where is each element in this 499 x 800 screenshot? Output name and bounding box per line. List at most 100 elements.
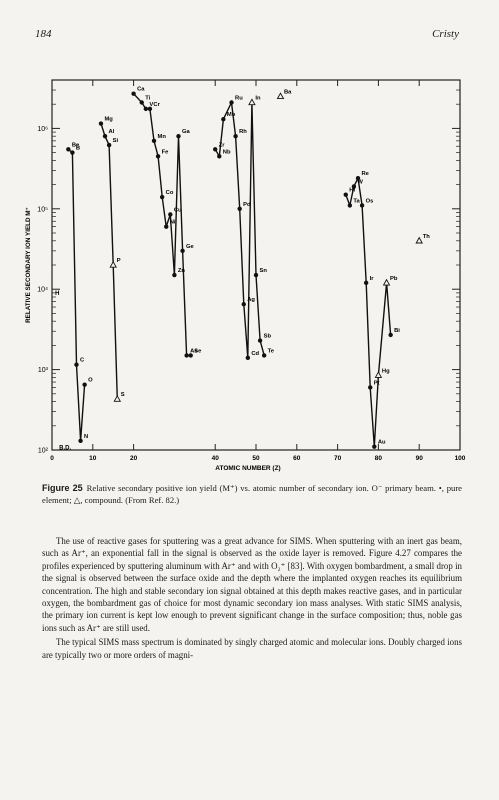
point-label-b: B xyxy=(76,146,80,152)
point-label-mg: Mg xyxy=(104,117,113,123)
point-label-as: As xyxy=(190,348,197,354)
x-tick-label: 90 xyxy=(416,455,424,462)
axis-ticks: 0 10 20 40 50 60 70 80 90 100 10² 10³ 10⁴ 10⁵ 10⁶ xyxy=(37,79,466,462)
point-label-ca: Ca xyxy=(137,87,145,93)
data-point-ti xyxy=(139,100,144,105)
data-point-rh xyxy=(233,133,238,139)
point-label-sb: Sb xyxy=(264,334,272,340)
data-point-al xyxy=(102,133,108,139)
data-point-s xyxy=(113,394,122,402)
point-label-cd: Cd xyxy=(251,351,259,357)
data-point-re xyxy=(355,176,361,181)
point-label-ru: Ru xyxy=(235,95,243,101)
point-label-cu: Cu xyxy=(174,207,182,213)
data-point-in xyxy=(248,98,256,106)
point-label-hf: Hf xyxy=(349,188,355,194)
data-point-co xyxy=(159,194,165,200)
data-point-w xyxy=(351,184,357,189)
x-tick-label: 100 xyxy=(455,455,466,462)
running-head: Cristy xyxy=(432,28,459,40)
data-point-ba xyxy=(276,92,285,100)
data-point-mg xyxy=(98,121,104,126)
point-label-ba: Ba xyxy=(284,89,292,95)
data-point-as xyxy=(184,353,189,358)
data-point-cd xyxy=(245,355,251,361)
data-point-c xyxy=(74,362,79,367)
x-tick-label: 70 xyxy=(334,455,342,462)
data-point-ag xyxy=(241,302,246,307)
point-label-ni: Ni xyxy=(170,220,176,226)
data-point-cr xyxy=(147,106,153,112)
data-point-be xyxy=(66,147,71,152)
point-label-se: Se xyxy=(194,348,202,354)
point-label-co: Co xyxy=(166,190,174,196)
series-line xyxy=(67,148,86,441)
x-tick-label: 20 xyxy=(130,455,138,462)
point-label-th: Th xyxy=(423,234,431,240)
y-axis-label: RELATIVE SECONDARY ION YIELD M⁺ xyxy=(25,207,32,323)
paragraph: The use of reactive gases for sputtering… xyxy=(42,536,462,633)
paragraph: The typical SIMS mass spectrum is domina… xyxy=(42,637,462,660)
annotation-label: H xyxy=(55,291,59,297)
point-label-rh: Rh xyxy=(239,129,247,135)
x-tick-label: 50 xyxy=(252,455,260,462)
y-tick-label: 10⁵ xyxy=(37,206,48,213)
point-label-ag: Ag xyxy=(247,297,255,303)
point-label-hg: Hg xyxy=(382,368,390,374)
point-label-s: S xyxy=(121,392,125,398)
x-tick-label: 10 xyxy=(89,455,97,462)
point-label-nb: Nb xyxy=(223,149,231,155)
point-label-fe: Fe xyxy=(162,149,170,155)
point-label-ge: Ge xyxy=(186,244,195,250)
data-point-mn xyxy=(151,138,157,144)
point-label-w: W xyxy=(357,179,363,185)
data-point-n xyxy=(78,438,83,444)
figure-caption-text: Relative secondary positive ion yield (M… xyxy=(42,483,462,505)
data-point-os xyxy=(359,203,365,208)
point-label-al: Al xyxy=(109,129,115,135)
data-point-si xyxy=(106,142,112,148)
data-point-cu xyxy=(168,212,173,217)
data-point-sb xyxy=(257,338,263,343)
point-label-zr: Zr xyxy=(219,142,226,148)
data-point-ga xyxy=(176,133,181,139)
point-label-sn: Sn xyxy=(260,268,268,274)
data-point-nb xyxy=(217,154,222,159)
point-label-n: N xyxy=(84,434,88,440)
data-point-ru xyxy=(229,100,234,105)
page-number: 184 xyxy=(35,28,52,40)
point-label-cr: Cr xyxy=(153,102,160,108)
x-axis-label: ATOMIC NUMBER (Z) xyxy=(215,465,280,472)
data-point-ir xyxy=(363,280,369,286)
point-label-zn: Zn xyxy=(178,268,186,274)
point-label-ga: Ga xyxy=(182,129,191,135)
point-label-mo: Mo xyxy=(227,112,236,118)
series-line xyxy=(345,175,392,447)
data-point-v xyxy=(143,106,149,112)
data-point-zr xyxy=(213,147,218,152)
point-label-ta: Ta xyxy=(353,198,360,204)
point-label-pd: Pd xyxy=(243,202,251,208)
point-label-pt: Pt xyxy=(374,380,380,386)
point-label-in: In xyxy=(255,95,261,101)
series-line xyxy=(100,123,118,400)
point-label-mn: Mn xyxy=(158,134,167,140)
y-tick-label: 10⁶ xyxy=(37,126,48,133)
point-label-re: Re xyxy=(362,171,370,177)
series-lines xyxy=(67,93,392,447)
point-label-ir: Ir xyxy=(370,276,375,282)
x-tick-label: 40 xyxy=(212,455,220,462)
data-point-pd xyxy=(237,206,242,212)
data-point-au xyxy=(372,444,377,449)
data-point-o xyxy=(82,382,87,387)
data-point-ni xyxy=(164,224,169,229)
data-point-bi xyxy=(388,332,393,338)
body-text: The use of reactive gases for sputtering… xyxy=(42,535,462,661)
x-tick-label: 0 xyxy=(50,455,54,462)
point-label-bi: Bi xyxy=(394,328,400,334)
series-line xyxy=(214,100,265,358)
data-point-hf xyxy=(343,192,348,197)
point-label-c: C xyxy=(80,358,85,364)
